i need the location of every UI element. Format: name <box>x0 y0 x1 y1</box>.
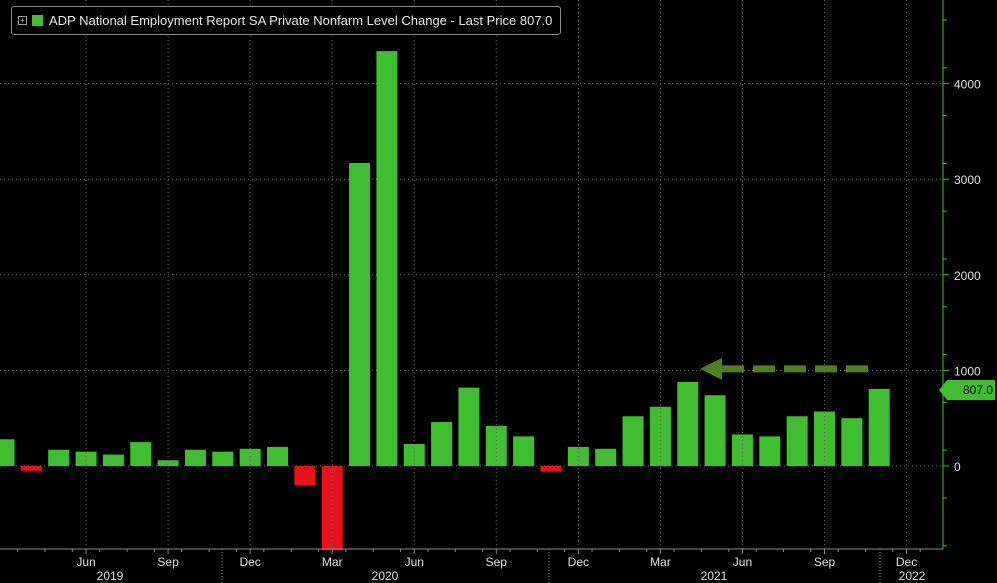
bar-2021-06 <box>731 434 753 466</box>
x-month-label: Sep <box>814 555 836 569</box>
y-tick-label: 2000 <box>954 269 981 283</box>
legend-label: ADP National Employment Report SA Privat… <box>49 13 553 28</box>
x-year-label: 2021 <box>701 569 728 583</box>
bar-2019-04 <box>20 466 42 471</box>
bar-2020-05 <box>376 51 398 466</box>
bar-2021-07 <box>759 436 781 466</box>
legend-swatch <box>32 15 43 26</box>
bar-2021-02 <box>622 416 644 466</box>
x-month-label: Dec <box>568 555 589 569</box>
bar-2020-11 <box>540 466 562 472</box>
x-month-label: Dec <box>896 555 917 569</box>
bar-2019-09 <box>157 460 179 466</box>
x-month-label: Mar <box>650 555 671 569</box>
x-month-label: Jun <box>76 555 95 569</box>
x-year-label: 2022 <box>899 569 926 583</box>
x-month-label: Jun <box>405 555 424 569</box>
x-month-label: Dec <box>239 555 260 569</box>
y-tick-label: 3000 <box>954 173 981 187</box>
bar-2019-08 <box>130 442 152 466</box>
bar-2020-09 <box>485 425 507 466</box>
x-year-label: 2019 <box>97 569 124 583</box>
x-month-label: Jun <box>733 555 752 569</box>
x-month-label: Mar <box>322 555 343 569</box>
bar-2020-01 <box>267 446 288 466</box>
bar-2021-10 <box>841 418 863 466</box>
bar-2021-04 <box>677 381 699 466</box>
bar-2021-01 <box>595 448 617 466</box>
bar-2019-11 <box>212 451 234 466</box>
last-price-badge: 807.0 <box>939 380 995 400</box>
bar-2020-08 <box>458 387 480 466</box>
x-month-label: Sep <box>486 555 508 569</box>
bar-2019-06 <box>75 451 97 466</box>
bar-2019-12 <box>239 448 261 466</box>
x-year-label: 2020 <box>372 569 399 583</box>
legend-box[interactable]: + ADP National Employment Report SA Priv… <box>11 6 562 35</box>
y-tick-label: 0 <box>954 460 961 474</box>
bar-2021-08 <box>786 416 808 466</box>
bar-2020-06 <box>403 444 425 466</box>
bar-2020-02 <box>294 466 316 486</box>
bar-2021-09 <box>814 411 835 466</box>
bar-2019-05 <box>48 449 70 466</box>
dashed-arrow-head <box>700 357 722 380</box>
plus-box-icon[interactable]: + <box>18 16 27 25</box>
bar-2019-10 <box>184 449 206 466</box>
bar-2021-11 <box>868 388 890 466</box>
bar-2021-05 <box>704 395 726 466</box>
bar-2020-07 <box>431 422 453 466</box>
bar-2020-10 <box>513 436 535 466</box>
x-month-label: Sep <box>157 555 179 569</box>
y-tick-label: 1000 <box>954 364 981 378</box>
y-tick-label: 4000 <box>954 78 981 92</box>
bar-2020-04 <box>349 162 371 466</box>
bar-2019-07 <box>102 454 124 466</box>
bar-2019-03 <box>0 439 15 466</box>
